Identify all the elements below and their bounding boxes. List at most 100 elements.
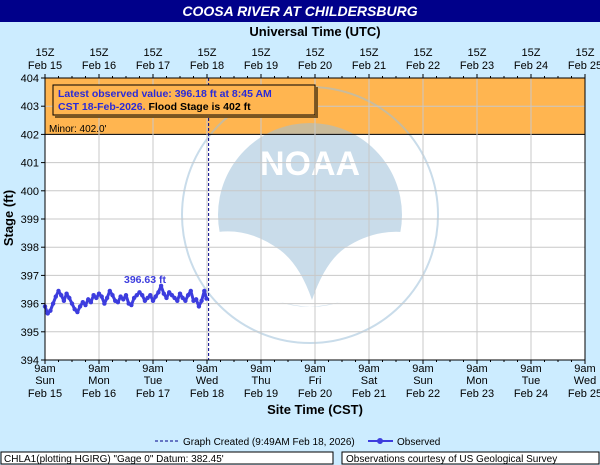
top-tick-label-time: 15Z [90, 47, 109, 59]
observed-point [204, 296, 209, 301]
observed-point [86, 297, 91, 302]
bottom-tick-label-day: Fri [309, 375, 322, 387]
bottom-tick-label-date: Feb 19 [244, 388, 278, 400]
observed-point [153, 294, 158, 299]
top-tick-label-time: 15Z [252, 47, 271, 59]
top-tick-label-date: Feb 16 [82, 60, 116, 72]
bottom-tick-label-date: Feb 16 [82, 388, 116, 400]
y-tick-label: 404 [21, 73, 39, 85]
plot-border [44, 77, 586, 361]
top-tick-label-date: Feb 20 [298, 60, 332, 72]
legend-observed-marker [377, 438, 383, 444]
top-tick-label-date: Feb 25 [568, 60, 600, 72]
bottom-tick-label-day: Thu [252, 375, 271, 387]
bottom-tick-label-day: Mon [466, 375, 487, 387]
bottom-tick-label-time: 9am [88, 363, 109, 375]
observed-point [167, 290, 172, 295]
top-tick-label-time: 15Z [522, 47, 541, 59]
y-tick-label: 396 [21, 299, 39, 311]
y-tick-label: 399 [21, 214, 39, 226]
bottom-axis-title: Site Time (CST) [267, 402, 363, 417]
observed-point [102, 301, 107, 306]
bottom-tick-label-date: Feb 15 [28, 388, 62, 400]
latest-value-date: CST 18-Feb-2026. [58, 101, 146, 113]
bottom-tick-label-date: Feb 22 [406, 388, 440, 400]
observed-point [72, 307, 77, 312]
footer-courtesy: Observations courtesy of US Geological S… [346, 454, 557, 465]
bottom-tick-label-date: Feb 20 [298, 388, 332, 400]
bottom-tick-label-time: 9am [250, 363, 271, 375]
legend: Graph Created (9:49AM Feb 18, 2026) Obse… [155, 437, 440, 448]
title-bar [0, 0, 600, 22]
observed-point [61, 298, 67, 303]
top-tick-label-time: 15Z [198, 47, 217, 59]
y-tick-label: 395 [21, 327, 39, 339]
y-tick-label: 398 [21, 242, 39, 254]
y-axis-title: Stage (ft) [1, 190, 16, 246]
y-tick-label: 402 [21, 129, 39, 141]
observed-point [148, 292, 153, 298]
bottom-tick-label-date: Feb 24 [514, 388, 548, 400]
latest-value-box: Latest observed value: 396.18 ft at 8:45… [52, 84, 318, 118]
top-tick-label-time: 15Z [414, 47, 433, 59]
footer-datum: CHLA1(plotting HGIRG) "Gage 0" Datum: 38… [4, 454, 224, 465]
observed-point [134, 292, 139, 298]
bottom-tick-label-date: Feb 23 [460, 388, 494, 400]
footer: CHLA1(plotting HGIRG) "Gage 0" Datum: 38… [0, 451, 600, 465]
observed-point [183, 298, 188, 303]
observed-point [172, 295, 177, 301]
top-tick-label-time: 15Z [306, 47, 325, 59]
observed-point [188, 288, 193, 294]
top-tick-label-time: 15Z [36, 47, 55, 59]
bottom-tick-label-date: Feb 18 [190, 388, 224, 400]
bottom-tick-label-day: Sun [35, 375, 55, 387]
svg-text:CST 18-Feb-2026. Flood Stage i: CST 18-Feb-2026. Flood Stage is 402 ft [58, 101, 251, 113]
observed-point [164, 295, 169, 301]
top-tick-label-time: 15Z [468, 47, 487, 59]
bottom-tick-label-time: 9am [34, 363, 55, 375]
observed-point [199, 298, 204, 303]
observed-point [161, 291, 166, 296]
observed-point [80, 299, 86, 305]
top-axis-title: Universal Time (UTC) [249, 24, 380, 39]
observed-point [45, 311, 50, 316]
observed-point [96, 291, 102, 296]
observed-point [177, 291, 183, 296]
axis-layer: 39439539639739839940040140240340415ZFeb … [21, 47, 600, 400]
bottom-tick-label-time: 9am [142, 363, 163, 375]
top-tick-label-date: Feb 22 [406, 60, 440, 72]
observed-point [56, 288, 61, 294]
observed-point [196, 304, 202, 309]
y-tick-label: 400 [21, 186, 39, 198]
top-tick-label-time: 15Z [144, 47, 163, 59]
bottom-tick-label-time: 9am [574, 363, 595, 375]
observed-point [123, 292, 129, 298]
y-tick-label: 397 [21, 270, 39, 282]
observed-point [77, 304, 83, 309]
observed-point [175, 298, 180, 303]
legend-created-label: Graph Created (9:49AM Feb 18, 2026) [183, 437, 355, 448]
noaa-logo-watermark: NOAA [181, 86, 439, 344]
top-tick-label-date: Feb 19 [244, 60, 278, 72]
observed-point [129, 302, 134, 308]
bottom-tick-label-day: Sat [361, 375, 378, 387]
top-tick-label-date: Feb 18 [190, 60, 224, 72]
peak-value-label: 396.63 ft [124, 274, 167, 286]
observed-point [115, 299, 121, 305]
y-tick-label: 394 [21, 355, 39, 367]
bottom-tick-label-time: 9am [466, 363, 487, 375]
observed-point [75, 309, 80, 315]
bottom-tick-label-date: Feb 17 [136, 388, 170, 400]
flood-stage-text: Flood Stage is 402 ft [146, 101, 252, 113]
bottom-tick-label-day: Wed [574, 375, 596, 387]
top-tick-label-date: Feb 17 [136, 60, 170, 72]
bottom-tick-label-date: Feb 25 [568, 388, 600, 400]
observed-point [140, 292, 145, 298]
observed-point [121, 297, 126, 302]
noaa-logo-text: NOAA [260, 145, 360, 183]
bottom-tick-label-day: Wed [196, 375, 218, 387]
observed-point [131, 295, 137, 301]
top-tick-label-date: Feb 15 [28, 60, 62, 72]
observed-point [104, 295, 110, 301]
y-tick-label: 401 [21, 158, 39, 170]
